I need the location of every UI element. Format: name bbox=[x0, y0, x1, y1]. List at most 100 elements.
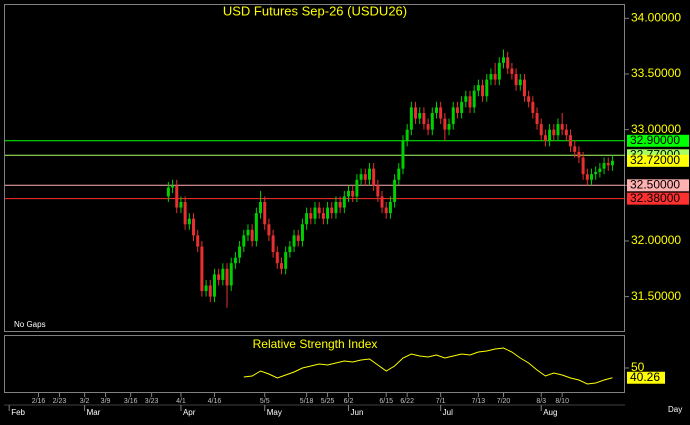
rsi-line bbox=[243, 347, 613, 385]
candle-body bbox=[305, 213, 309, 225]
level-tag bbox=[627, 154, 689, 167]
candle-body bbox=[543, 135, 547, 141]
last-value-label: 40.26 bbox=[630, 370, 660, 384]
candle-body bbox=[192, 218, 196, 236]
candle-body bbox=[573, 146, 577, 152]
level-label: 32.38000 bbox=[630, 191, 680, 205]
candle-body bbox=[271, 235, 275, 253]
candle-body bbox=[531, 101, 535, 113]
candle-body bbox=[242, 235, 246, 247]
month-label: Jun bbox=[351, 408, 364, 417]
candle-body bbox=[355, 179, 359, 197]
candle-body bbox=[171, 185, 175, 188]
candle-body bbox=[397, 168, 401, 180]
candle-body bbox=[363, 174, 367, 180]
x-tick-label: 2/16 bbox=[32, 398, 46, 405]
candle-body bbox=[372, 168, 376, 186]
candle-body bbox=[259, 202, 263, 214]
level-tag bbox=[627, 192, 689, 205]
candle-body bbox=[518, 79, 522, 86]
x-tick-label: 6/2 bbox=[344, 398, 354, 405]
candle-body bbox=[166, 187, 170, 197]
candle-body bbox=[434, 107, 438, 113]
candle-body bbox=[267, 224, 271, 236]
x-tick-label: 5/18 bbox=[300, 398, 314, 405]
candle-body bbox=[455, 107, 459, 113]
candle-body bbox=[175, 185, 179, 208]
candle-body bbox=[334, 202, 338, 214]
candle-body bbox=[560, 124, 564, 130]
candle-body bbox=[204, 285, 208, 292]
month-label: May bbox=[267, 408, 282, 417]
price-panel bbox=[4, 4, 625, 332]
x-tick-label: 3/2 bbox=[80, 398, 90, 405]
candle-body bbox=[535, 112, 539, 125]
x-unit: Day bbox=[668, 405, 682, 414]
candle-body bbox=[263, 202, 267, 225]
candle-body bbox=[284, 252, 288, 269]
candle-body bbox=[384, 207, 388, 214]
candle-body bbox=[393, 179, 397, 203]
candle-body bbox=[506, 57, 510, 69]
candle-body bbox=[610, 160, 614, 166]
candle-body bbox=[221, 268, 225, 280]
candle-body bbox=[183, 202, 187, 225]
x-tick-label: 7/1 bbox=[436, 398, 446, 405]
candle-body bbox=[275, 252, 279, 264]
candle-body bbox=[296, 235, 300, 241]
candle-body bbox=[460, 101, 464, 113]
candle-body bbox=[225, 268, 229, 286]
candle-body bbox=[342, 196, 346, 208]
y-tick-label: 32.00000 bbox=[631, 233, 681, 247]
candle-body bbox=[514, 74, 518, 86]
level-label: 32.90000 bbox=[630, 133, 680, 147]
candle-body bbox=[439, 107, 443, 119]
candle-body bbox=[589, 174, 593, 180]
x-tick-label: 8/10 bbox=[555, 398, 569, 405]
candle-body bbox=[447, 124, 451, 130]
candle-body bbox=[279, 263, 283, 269]
candle-body bbox=[208, 285, 212, 297]
month-label: Aug bbox=[543, 408, 557, 417]
candle-body bbox=[317, 207, 321, 214]
x-tick-label: 8/3 bbox=[536, 398, 546, 405]
y-tick-label: 33.00000 bbox=[631, 122, 681, 136]
x-tick-label: 6/15 bbox=[379, 398, 393, 405]
candle-body bbox=[510, 68, 514, 75]
candle-body bbox=[497, 62, 501, 80]
candle-body bbox=[476, 85, 480, 91]
candle-body bbox=[376, 185, 380, 197]
level-tag bbox=[627, 179, 689, 192]
candle-body bbox=[326, 207, 330, 219]
candle-body bbox=[217, 274, 221, 280]
candle-body bbox=[552, 129, 556, 136]
candle-body bbox=[200, 246, 204, 292]
candle-body bbox=[359, 174, 363, 180]
candle-body bbox=[556, 124, 560, 136]
candle-body bbox=[313, 207, 317, 219]
candle-body bbox=[338, 202, 342, 208]
candle-body bbox=[401, 140, 405, 169]
candle-body bbox=[300, 224, 304, 241]
x-tick-label: 3/9 bbox=[101, 398, 111, 405]
candle-body bbox=[430, 112, 434, 130]
candle-body bbox=[485, 79, 489, 97]
candle-body bbox=[481, 85, 485, 97]
y-tick-label: 31.50000 bbox=[631, 289, 681, 303]
candle-body bbox=[246, 229, 250, 236]
candle-body bbox=[233, 257, 237, 264]
candle-body bbox=[250, 229, 254, 241]
candle-body bbox=[196, 235, 200, 247]
candle-body bbox=[330, 207, 334, 214]
chart-title: USD Futures Sep-26 (USDU26) bbox=[223, 3, 407, 18]
candle-body bbox=[351, 190, 355, 197]
candle-body bbox=[502, 57, 506, 63]
candle-body bbox=[254, 213, 258, 241]
level-tag bbox=[627, 134, 689, 147]
candle-body bbox=[212, 274, 216, 297]
level-label: 32.72000 bbox=[630, 153, 680, 167]
candle-body bbox=[405, 129, 409, 141]
annotation: No Gaps bbox=[14, 320, 46, 329]
candle-body bbox=[229, 263, 233, 286]
